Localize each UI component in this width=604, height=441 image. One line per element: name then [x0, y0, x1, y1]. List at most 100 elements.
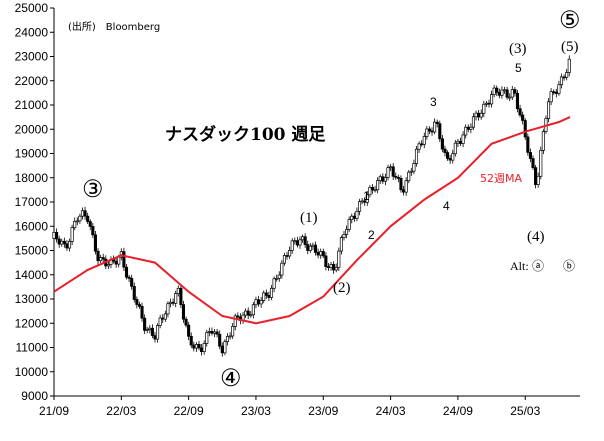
- candle-body: [197, 344, 201, 349]
- candle-body: [417, 143, 421, 150]
- candle-body: [407, 171, 411, 182]
- candle-body: [510, 89, 514, 98]
- candle-body: [55, 231, 59, 240]
- candle-body: [166, 303, 170, 315]
- candle-body: [425, 128, 429, 137]
- candle-body: [220, 345, 224, 354]
- candle-body: [451, 153, 455, 161]
- candle-body: [355, 210, 359, 219]
- candle-body: [246, 310, 250, 316]
- candle-body: [75, 220, 79, 223]
- candle-body: [549, 91, 553, 103]
- y-tick-label: 20000: [15, 122, 49, 136]
- candle-body: [554, 91, 558, 94]
- y-tick-label: 15000: [15, 244, 49, 258]
- candle-body: [332, 264, 336, 271]
- y-tick-label: 16000: [15, 219, 49, 233]
- candle-body: [161, 317, 165, 320]
- candle-body: [212, 331, 217, 334]
- candle-body: [474, 112, 478, 118]
- candle-body: [373, 189, 377, 192]
- candle-body: [148, 327, 152, 330]
- y-tick-label: 23000: [15, 50, 49, 64]
- candle-body: [262, 292, 266, 301]
- alt-mark-a: ⓐ: [532, 259, 544, 273]
- x-tick-label: 24/09: [443, 404, 473, 418]
- y-tick-label: 19000: [15, 147, 49, 161]
- candle-body: [117, 256, 121, 265]
- candle-body: [223, 341, 227, 354]
- y-tick-label: 17000: [15, 195, 49, 209]
- candle-body: [521, 114, 525, 121]
- candle-body: [484, 102, 488, 105]
- candle-body: [308, 245, 312, 251]
- wave-label: (3): [509, 41, 527, 57]
- candle-body: [477, 112, 481, 118]
- candle-body: [298, 239, 302, 246]
- candle-body: [531, 158, 535, 168]
- candle-body: [404, 180, 408, 193]
- wave-label: 1: [363, 189, 370, 203]
- candle-body: [288, 250, 292, 257]
- wave-label: 5: [515, 61, 522, 75]
- candle-body: [490, 94, 494, 105]
- candle-body: [378, 176, 382, 181]
- candle-body: [106, 264, 110, 267]
- candle-body: [306, 244, 310, 251]
- candle-body: [502, 89, 507, 92]
- candle-body: [389, 166, 393, 169]
- candle-body: [357, 201, 362, 212]
- candle-body: [73, 220, 77, 229]
- candle-body: [552, 91, 556, 94]
- candle-body: [508, 96, 512, 99]
- candle-body: [412, 163, 416, 172]
- candle-body: [259, 300, 263, 305]
- candle-body: [345, 229, 349, 235]
- candle-body: [218, 333, 222, 347]
- candle-body: [301, 236, 305, 241]
- wave-label: ④: [220, 364, 242, 392]
- ma-line: [53, 116, 571, 325]
- candle-body: [381, 176, 385, 182]
- alt-mark-b: ⓑ: [563, 259, 575, 273]
- candle-body: [559, 76, 564, 86]
- candle-body: [316, 252, 320, 256]
- candle-body: [567, 58, 571, 73]
- candle-body: [399, 178, 403, 191]
- x-tick-label: 25/03: [510, 404, 540, 418]
- candle-body: [466, 126, 470, 130]
- candle-body: [435, 121, 439, 125]
- candle-body: [464, 126, 468, 136]
- candle-body: [329, 264, 333, 268]
- wave-label: 3: [430, 95, 437, 109]
- candle-body: [231, 326, 235, 337]
- candle-body: [67, 241, 72, 249]
- candle-body: [272, 278, 276, 289]
- candle-body: [319, 251, 323, 256]
- candle-body: [471, 116, 476, 128]
- candle-body: [202, 343, 206, 352]
- candle-body: [70, 227, 74, 242]
- candle-body: [88, 221, 92, 227]
- candle-body: [96, 250, 100, 262]
- candle-body: [376, 180, 380, 191]
- candle-body: [448, 158, 452, 161]
- candle-body: [233, 315, 237, 327]
- candle-body: [513, 89, 517, 94]
- y-tick-label: 12000: [15, 316, 49, 330]
- candle-body: [562, 76, 566, 79]
- candle-body: [526, 136, 530, 153]
- candle-body: [91, 226, 95, 236]
- candle-body: [326, 266, 331, 268]
- candle-body: [523, 120, 527, 138]
- candle-body: [251, 304, 255, 316]
- y-tick-label: 14000: [15, 268, 49, 282]
- candle-body: [156, 325, 160, 340]
- candle-body: [130, 278, 134, 287]
- candle-body: [427, 128, 431, 132]
- candle-body: [456, 140, 460, 144]
- candle-body: [453, 142, 457, 155]
- candle-body: [420, 143, 424, 146]
- candle-body: [256, 299, 261, 305]
